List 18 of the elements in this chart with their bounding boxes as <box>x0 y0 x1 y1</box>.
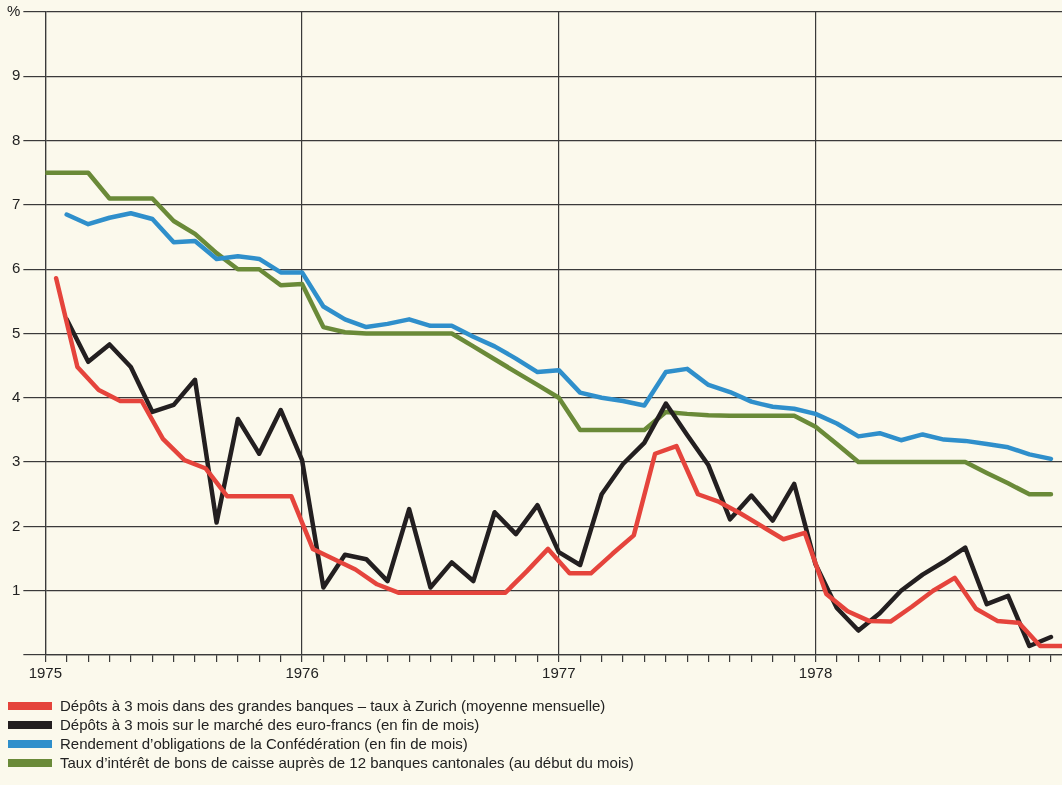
y-tick-label: 9 <box>11 66 21 84</box>
y-tick-label: 7 <box>11 195 21 213</box>
y-tick-label: 3 <box>11 452 21 470</box>
y-tick-label: 5 <box>11 323 21 341</box>
x-tick-label: 1975 <box>28 664 63 682</box>
legend-label: Rendement d’obligations de la Confédération (en fin de mois) <box>60 735 468 752</box>
legend-label: Dépôts à 3 mois dans des grandes banques – taux à Zurich (moyenne mensuelle) <box>60 697 606 714</box>
y-tick-label: 4 <box>11 387 21 405</box>
x-tick-label: 1978 <box>798 664 833 682</box>
legend-label: Dépôts à 3 mois sur le marché des euro-francs (en fin de mois) <box>60 716 480 733</box>
y-tick-label: 8 <box>11 130 21 148</box>
legend-label: Taux d’intérêt de bons de caisse auprès de 12 banques cantonales (au début du mois) <box>60 754 634 771</box>
y-tick-label: % <box>6 2 21 20</box>
y-tick-label: 1 <box>11 580 21 598</box>
x-tick-label: 1976 <box>285 664 319 682</box>
x-tick-label: 1977 <box>542 664 576 682</box>
y-tick-label: 6 <box>11 259 21 277</box>
y-tick-label: 2 <box>11 516 21 534</box>
